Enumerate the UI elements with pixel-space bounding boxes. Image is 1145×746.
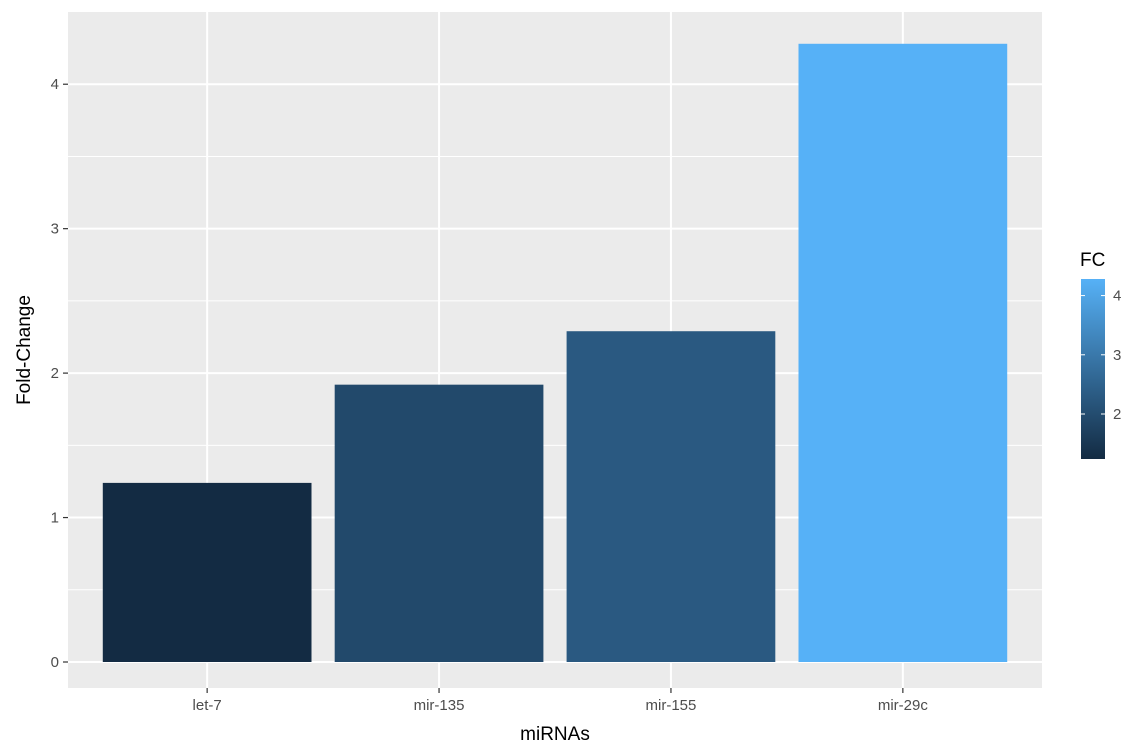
legend-title: FC [1080,250,1105,271]
y-tick-label: 1 [51,510,59,527]
x-tick-label: mir-135 [414,697,465,714]
y-axis: 0 1 2 3 4 [51,76,68,671]
legend-tick-label: 3 [1113,347,1121,364]
y-tick-label: 0 [51,654,59,671]
bar-mir-135 [334,384,544,662]
y-tick-label: 3 [51,221,59,238]
y-tick-label: 4 [51,76,59,93]
x-tick-label: mir-155 [646,697,697,714]
legend-tick-label: 4 [1113,288,1121,305]
x-axis: let-7 mir-135 mir-155 mir-29c [193,688,929,714]
legend-colorbar [1081,279,1105,459]
legend-ticks: 2 3 4 [1081,288,1121,423]
x-tick-label: let-7 [193,697,222,714]
legend-tick-label: 2 [1113,406,1121,423]
bars [102,43,1008,663]
color-legend: FC 2 3 4 [1080,250,1121,459]
x-tick-label: mir-29c [878,697,929,714]
bar-let-7 [102,482,312,662]
bar-mir-155 [566,331,776,662]
x-axis-title: miRNAs [520,724,590,745]
bar-mir-29c [798,43,1008,663]
y-axis-title: Fold-Change [14,295,35,405]
y-tick-label: 2 [51,365,59,382]
